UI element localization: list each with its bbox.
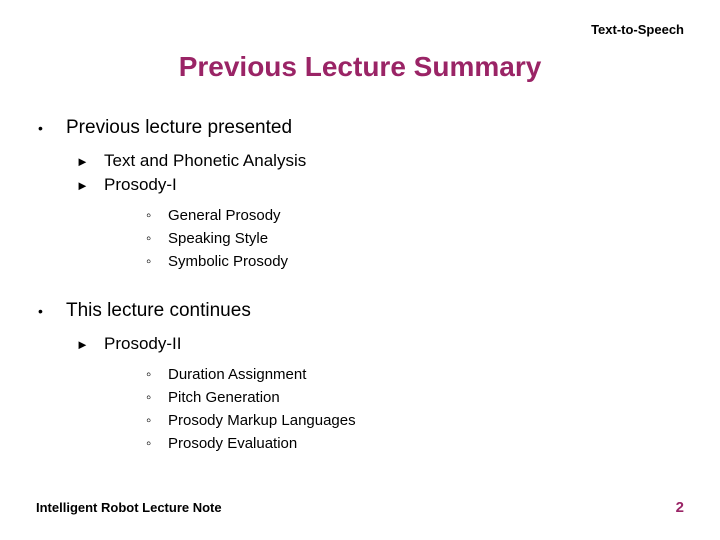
subsubitem-text: Duration Assignment <box>168 366 306 383</box>
subitem-text: Prosody-II <box>104 334 181 354</box>
bullet-icon: • <box>38 117 66 139</box>
bullet-icon: • <box>38 300 66 322</box>
subsubitem: ◦Symbolic Prosody <box>146 253 684 270</box>
subsubitem-text: General Prosody <box>168 207 281 224</box>
subitems: ►Text and Phonetic Analysis►Prosody-I◦Ge… <box>38 151 684 270</box>
section-text: Previous lecture presented <box>66 117 292 139</box>
subitems: ►Prosody-II◦Duration Assignment◦Pitch Ge… <box>38 334 684 452</box>
subitem-text: Prosody-I <box>104 175 177 195</box>
triangle-icon: ► <box>76 152 104 171</box>
section-text: This lecture continues <box>66 300 251 322</box>
subitem: ►Prosody-I <box>76 175 684 195</box>
subitem-text: Text and Phonetic Analysis <box>104 151 306 171</box>
triangle-icon: ► <box>76 335 104 354</box>
subsubitem-text: Pitch Generation <box>168 389 280 406</box>
circle-icon: ◦ <box>146 389 168 406</box>
subsubitem-text: Prosody Markup Languages <box>168 412 356 429</box>
section-heading: •Previous lecture presented <box>38 117 684 139</box>
subsubitem-text: Speaking Style <box>168 230 268 247</box>
circle-icon: ◦ <box>146 230 168 247</box>
section: •Previous lecture presented ►Text and Pho… <box>38 117 684 270</box>
footer-note: Intelligent Robot Lecture Note <box>36 500 222 515</box>
page-title: Previous Lecture Summary <box>36 51 684 83</box>
section-heading: •This lecture continues <box>38 300 684 322</box>
subitem: ►Prosody-II <box>76 334 684 354</box>
subsubitem: ◦Prosody Markup Languages <box>146 412 684 429</box>
section: •This lecture continues►Prosody-II◦Durat… <box>38 300 684 452</box>
circle-icon: ◦ <box>146 207 168 224</box>
circle-icon: ◦ <box>146 253 168 270</box>
footer: Intelligent Robot Lecture Note 2 <box>36 499 684 516</box>
slide-content: •Previous lecture presented►Text and Pho… <box>36 117 684 452</box>
circle-icon: ◦ <box>146 412 168 429</box>
subsubitem: ◦General Prosody <box>146 207 684 224</box>
circle-icon: ◦ <box>146 435 168 452</box>
subsubitem: ◦Pitch Generation <box>146 389 684 406</box>
subsubitems: ◦Duration Assignment◦Pitch Generation◦Pr… <box>76 366 684 452</box>
subitem: ►Text and Phonetic Analysis <box>76 151 684 171</box>
subsubitem: ◦Prosody Evaluation <box>146 435 684 452</box>
circle-icon: ◦ <box>146 366 168 383</box>
subsubitem: ◦Duration Assignment <box>146 366 684 383</box>
page-number: 2 <box>676 499 684 516</box>
triangle-icon: ► <box>76 176 104 195</box>
subsubitem: ◦Speaking Style <box>146 230 684 247</box>
subsubitem-text: Symbolic Prosody <box>168 253 288 270</box>
header-label: Text-to-Speech <box>36 22 684 37</box>
subsubitem-text: Prosody Evaluation <box>168 435 297 452</box>
subsubitems: ◦General Prosody◦Speaking Style◦Symbolic… <box>76 207 684 270</box>
